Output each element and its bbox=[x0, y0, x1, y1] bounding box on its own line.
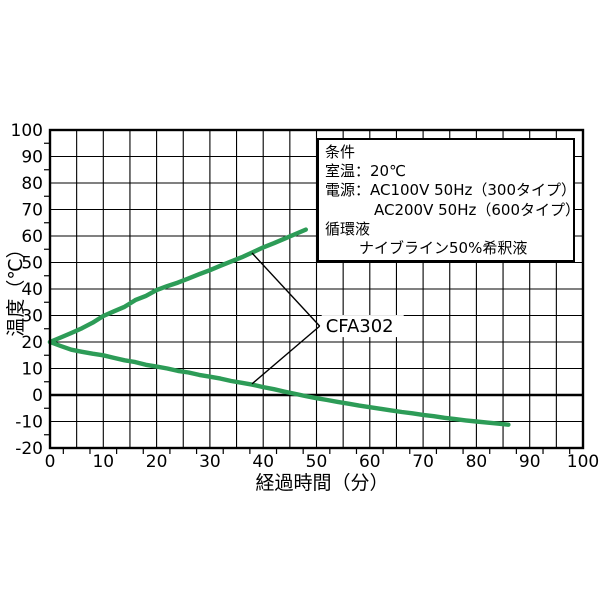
condition-room-temp: 室温：20℃ bbox=[325, 162, 406, 181]
x-tick-label: 40 bbox=[252, 452, 274, 472]
y-tick-label: -10 bbox=[15, 413, 43, 433]
y-tick-label: 30 bbox=[21, 307, 43, 327]
plot-frame bbox=[48, 128, 585, 450]
x-tick-label: 100 bbox=[567, 452, 599, 472]
y-tick-label: 90 bbox=[21, 148, 43, 168]
y-tick-label: -20 bbox=[15, 439, 43, 459]
callout-line bbox=[251, 325, 321, 385]
x-tick-label: 0 bbox=[45, 452, 56, 472]
callout-label: CFA302 bbox=[326, 316, 394, 337]
x-tick-label: 30 bbox=[199, 452, 221, 472]
curve-cooling bbox=[47, 339, 511, 427]
x-tick-label: 20 bbox=[146, 452, 168, 472]
y-tick-label: 60 bbox=[21, 227, 43, 247]
condition-power-1: 電源：AC100V 50Hz（300タイプ） bbox=[325, 181, 577, 200]
y-tick-label: 80 bbox=[21, 174, 43, 194]
x-tick-label: 10 bbox=[92, 452, 114, 472]
condition-fluid-title: 循環液 bbox=[325, 219, 371, 238]
x-tick-label: 80 bbox=[466, 452, 488, 472]
condition-title: 条件 bbox=[325, 143, 356, 161]
callout-line bbox=[251, 252, 321, 327]
y-tick-label: 100 bbox=[11, 121, 43, 141]
x-tick-label: 90 bbox=[519, 452, 541, 472]
callout-label-bg bbox=[321, 315, 404, 338]
condition-box: 条件 室温：20℃ 電源：AC100V 50Hz（300タイプ） AC200V … bbox=[317, 138, 581, 262]
y-tick-label: 40 bbox=[21, 280, 43, 300]
y-tick-label: 20 bbox=[21, 333, 43, 353]
x-axis-title: 経過時間（分） bbox=[255, 472, 388, 494]
y-tick-label: 10 bbox=[21, 360, 43, 380]
y-tick-label: 50 bbox=[21, 254, 43, 274]
curve-heating bbox=[47, 227, 308, 345]
x-tick-label: 70 bbox=[412, 452, 434, 472]
y-tick-label: 70 bbox=[21, 201, 43, 221]
condition-fluid-value: ナイブライン50%希釈液 bbox=[359, 239, 528, 258]
condition-power-2: AC200V 50Hz（600タイプ） bbox=[374, 200, 581, 219]
y-tick-label: 0 bbox=[32, 386, 43, 406]
x-tick-label: 60 bbox=[359, 452, 381, 472]
x-tick-label: 50 bbox=[306, 452, 328, 472]
y-axis-title: 温度（℃） bbox=[5, 239, 27, 336]
